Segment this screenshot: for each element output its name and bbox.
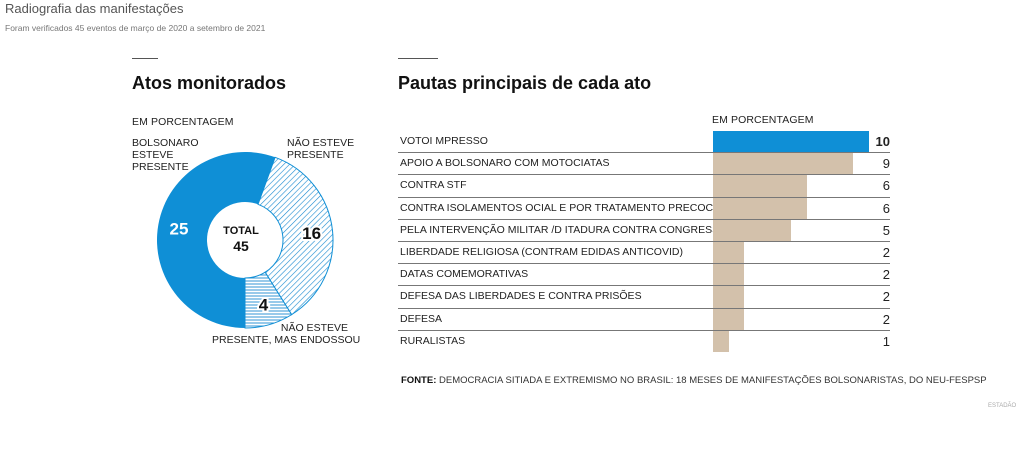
bar-label: RURALISTAS: [400, 334, 466, 347]
bar-label: DEFESA: [400, 312, 443, 325]
donut-center-label: TOTAL: [223, 225, 259, 237]
divider: [398, 58, 438, 59]
bar-label: VOTOI MPRESSO: [400, 135, 488, 147]
bar: [713, 286, 745, 308]
bar-label: DEFESA DAS LIBERDADES E CONTRA PRISÕES: [400, 290, 642, 303]
row-divider: [398, 307, 890, 309]
slice-label-line: PRESENTE: [132, 161, 189, 173]
left-heading: Atos monitorados: [132, 73, 287, 93]
right-heading: Pautas principais de cada ato: [398, 73, 652, 93]
donut-slice: [244, 271, 293, 329]
bar-label: PELA INTERVENÇÃO MILITAR /D ITADURA CONT…: [400, 223, 728, 236]
bar: [713, 264, 745, 286]
bar-value: 6: [882, 178, 890, 194]
donut-value-label: 25: [170, 219, 189, 238]
slice-label-line: PRESENTE, MAS ENDOSSOU: [212, 334, 361, 346]
bar-label: LIBERDADE RELIGIOSA (CONTRAM EDIDAS ANTI…: [400, 246, 683, 258]
row-divider: [398, 218, 890, 220]
donut-value-label: 16: [302, 224, 321, 243]
slice-label-line: BOLSONARO: [132, 137, 199, 149]
donut-center-value: 45: [233, 238, 249, 254]
source-label: FONTE:: [401, 375, 437, 386]
divider: [132, 58, 158, 59]
donut-chart: 25 16 4 TOTAL 45: [156, 152, 334, 329]
bar: [713, 175, 807, 197]
row-divider: [398, 285, 890, 287]
left-caption: EM PORCENTAGEM: [132, 116, 234, 128]
source-text: DEMOCRACIA SITIADA E EXTREMISMO NO BRASI…: [439, 375, 987, 386]
bar-label: DATAS COMEMORATIVAS: [400, 268, 529, 281]
bar: [713, 131, 869, 153]
bar-value: 2: [882, 245, 890, 260]
row-divider: [398, 241, 890, 242]
bar: [713, 242, 745, 264]
page-title: Radiografia das manifestações: [5, 1, 184, 16]
bar: [713, 197, 807, 219]
bar: [713, 330, 729, 352]
row-divider: [398, 196, 890, 198]
slice-label-line: PRESENTE: [287, 149, 344, 161]
slice-label-endorsed: NÃO ESTEVE PRESENTE, MAS ENDOSSOU: [212, 322, 361, 346]
donut-slice: [257, 156, 334, 316]
slice-label-line: NÃO ESTEVE: [280, 322, 348, 334]
slice-label-line: ESTEVE: [132, 149, 174, 161]
bar-value: 2: [882, 311, 890, 327]
bar-value: 6: [882, 200, 890, 216]
bar: [713, 219, 791, 241]
row-divider: [398, 329, 890, 331]
slice-label-present: BOLSONARO ESTEVE PRESENTE: [132, 137, 199, 173]
credit-logo: ESTADÃO: [988, 403, 1017, 409]
bar: [713, 308, 745, 330]
bar-value: 5: [882, 222, 890, 238]
bar-value: 9: [882, 156, 890, 172]
bar-label: CONTRA STF: [400, 179, 467, 192]
bar-value: 2: [882, 267, 890, 283]
bar-value: 10: [875, 134, 890, 149]
right-caption: EM PORCENTAGEM: [712, 114, 814, 126]
bar-label: CONTRA ISOLAMENTOS OCIAL E POR TRATAMENT…: [400, 201, 721, 214]
row-divider: [398, 263, 890, 265]
bar-label: APOIO A BOLSONARO COM MOTOCIATAS: [400, 157, 610, 170]
bar: [713, 153, 854, 175]
row-divider: [398, 152, 890, 154]
bar-value: 2: [882, 289, 890, 305]
slice-label-line: NÃO ESTEVE: [287, 137, 355, 149]
page-subtitle: Foram verificados 45 eventos de março de…: [5, 23, 266, 33]
donut-slice: [156, 152, 276, 328]
row-divider: [398, 174, 890, 176]
donut-value-label: 4: [259, 295, 269, 314]
slice-label-absent: NÃO ESTEVE PRESENTE: [287, 137, 354, 161]
bar-chart: VOTOI MPRESSO 10 APOIO A BOLSONARO COM MOT…: [398, 130, 890, 354]
bar-value: 1: [882, 333, 890, 349]
source-note: FONTE: DEMOCRACIA SITIADA E EXTREMISMO N…: [401, 375, 987, 386]
